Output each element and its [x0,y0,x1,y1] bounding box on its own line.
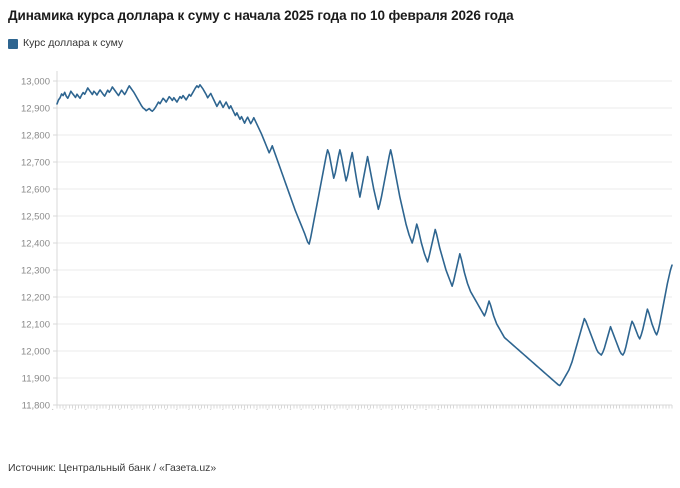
y-axis-tick-label: 12,500 [21,211,50,222]
square-swatch-icon [8,38,18,49]
y-axis-tick-label: 12,900 [21,103,50,114]
chart-plot-svg: 13,000 12,900 12,800 12,700 12,600 12,500 12,4… [21,71,673,410]
y-axis-tick-label: 12,600 [21,184,50,195]
y-axis-tick-labels: 13,000 12,900 12,800 12,700 12,600 12,500 12,4… [21,76,50,410]
y-axis-tick-label: 11,800 [22,400,50,410]
y-axis-tick-label: 11,900 [22,373,50,384]
y-axis-tick-label: 12,000 [21,346,50,357]
y-axis-tick-label: 12,700 [21,157,50,168]
y-axis-tick-label: 12,100 [21,319,50,330]
y-axis-tick-label: 13,000 [21,76,50,87]
plot-area: 13,000 12,900 12,800 12,700 12,600 12,500 12,4… [0,60,680,410]
y-axis-tick-label: 12,800 [21,130,50,141]
x-axis-tick-label: 10/11/25 [336,407,364,410]
y-axis-tick-label: 12,300 [21,265,50,276]
legend-item-label: Курс доллара к суму [23,37,124,49]
y-axis-tick-label: 12,400 [21,238,50,249]
chart-title: Динамика курса доллара к суму с начала 2… [8,8,514,23]
series-line-group [56,83,673,387]
gridlines [53,71,673,409]
series-line-kurs-dollara [56,83,673,387]
y-axis-tick-label: 12,200 [21,292,50,303]
source-note: Источник: Центральный банк / «Газета.uz» [8,462,217,474]
chart-legend: Курс доллара к суму [8,38,123,49]
